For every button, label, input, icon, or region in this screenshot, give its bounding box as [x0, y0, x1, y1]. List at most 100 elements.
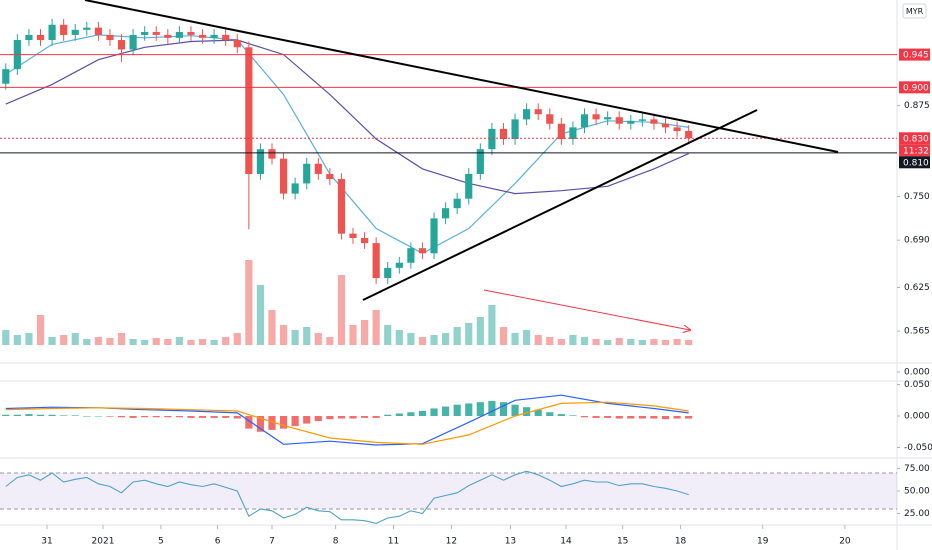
- volume-bar: [673, 339, 681, 345]
- volume-bar: [534, 335, 542, 345]
- macd-histogram-bar: [141, 416, 149, 418]
- candle-body: [25, 34, 33, 41]
- macd-histogram-bar: [511, 404, 519, 417]
- macd-histogram-bar: [94, 416, 102, 417]
- volume-bar: [279, 325, 288, 345]
- macd-histogram-bar: [442, 406, 450, 417]
- x-tick-label: 12: [446, 537, 457, 547]
- candle-body: [279, 158, 288, 194]
- y-tick-label: 0.750: [904, 192, 930, 202]
- x-tick-label: 2021: [92, 537, 115, 547]
- volume-bar: [442, 333, 450, 345]
- macd-histogram-bar: [349, 416, 357, 419]
- macd-histogram-bar: [534, 409, 542, 417]
- y-tick-label: 75.00: [904, 464, 930, 474]
- candle-body: [36, 34, 45, 41]
- macd-histogram-bar: [395, 413, 403, 417]
- macd-histogram-bar: [222, 416, 230, 418]
- volume-bar: [407, 333, 415, 345]
- countdown-tag: [899, 144, 930, 157]
- macd-histogram-bar: [326, 416, 334, 420]
- candle-body: [326, 173, 334, 180]
- volume-bar: [418, 337, 427, 345]
- macd-histogram-bar: [476, 402, 484, 417]
- y-tick-label: -0.050: [904, 443, 932, 453]
- volume-bar: [106, 338, 114, 345]
- macd-histogram-bar: [638, 416, 646, 419]
- volume-arrow[interactable]: [483, 289, 690, 330]
- macd-histogram-bar: [673, 416, 681, 419]
- y-tick-label: 0.625: [904, 283, 930, 293]
- price-tag: [899, 81, 930, 94]
- macd-histogram-bar: [407, 412, 415, 417]
- volume-bar: [638, 340, 646, 345]
- macd-histogram-bar: [2, 414, 10, 417]
- macd-histogram-bar: [210, 416, 218, 418]
- candle-body: [488, 128, 496, 150]
- currency-box[interactable]: [902, 3, 927, 19]
- macd-histogram-bar: [314, 416, 322, 422]
- volume-bar: [685, 340, 693, 345]
- candle-body: [638, 119, 646, 121]
- volume-bar: [349, 325, 357, 345]
- candle-body: [661, 123, 670, 128]
- volume-bar: [175, 337, 183, 345]
- candle-body: [141, 32, 149, 35]
- volume-bar: [71, 333, 79, 345]
- macd-histogram-bar: [256, 416, 265, 432]
- x-tick-label: 15: [617, 537, 628, 547]
- volume-bar: [152, 338, 160, 345]
- y-tick-label: 0.050: [904, 380, 930, 390]
- candle-body: [60, 24, 68, 35]
- candle-body: [569, 127, 577, 140]
- macd-histogram-bar: [245, 416, 253, 429]
- candle-body: [152, 32, 160, 35]
- volume-bar: [650, 339, 658, 345]
- volume-bar: [2, 330, 10, 345]
- candle-body: [360, 238, 369, 244]
- candle-body: [650, 119, 658, 124]
- price-tag-label: 0.945: [903, 51, 929, 61]
- volume-bar: [326, 337, 334, 345]
- candle-body: [580, 114, 589, 128]
- macd-histogram-bar: [650, 416, 658, 419]
- macd-histogram-bar: [337, 416, 346, 419]
- candle-body: [685, 131, 693, 139]
- candle-body: [164, 34, 172, 38]
- volume-bar: [141, 340, 149, 345]
- y-tick-label: 0.565: [904, 327, 930, 337]
- volume-bar: [604, 340, 612, 345]
- candle-body: [291, 183, 299, 194]
- volume-bar: [384, 325, 392, 345]
- candle-body: [129, 34, 137, 50]
- candle-body: [106, 34, 114, 41]
- candle-body: [465, 173, 473, 199]
- macd-histogram-bar: [453, 404, 461, 417]
- volume-bar: [499, 327, 508, 345]
- volume-bar: [592, 339, 600, 345]
- volume-bar: [360, 320, 369, 345]
- candle-body: [442, 208, 450, 219]
- ascending-trendline[interactable]: [362, 109, 758, 301]
- candle-body: [604, 117, 612, 120]
- macd-histogram-bar: [198, 416, 207, 418]
- x-tick-label: 6: [215, 537, 221, 547]
- volume-bar: [569, 335, 577, 345]
- currency-label: MYR: [906, 7, 924, 16]
- macd-histogram-bar: [488, 400, 496, 417]
- plot: 0.565 0.625 0.690 0.750 0.875 0.945 0.900 0.830…: [0, 18, 932, 547]
- volume-bar: [94, 337, 102, 345]
- volume-bar: [546, 337, 554, 345]
- candle-body: [71, 29, 79, 35]
- macd-histogram-bar: [546, 412, 554, 417]
- macd-histogram-bar: [175, 416, 183, 418]
- candle-body: [256, 149, 265, 174]
- indicator-line: [5, 401, 689, 445]
- candle-body: [557, 123, 565, 140]
- descending-trendline[interactable]: [84, 0, 839, 153]
- candle-body: [94, 27, 102, 35]
- volume-bar: [372, 310, 380, 345]
- volume-bar: [511, 333, 519, 345]
- macd-histogram-bar: [129, 416, 137, 418]
